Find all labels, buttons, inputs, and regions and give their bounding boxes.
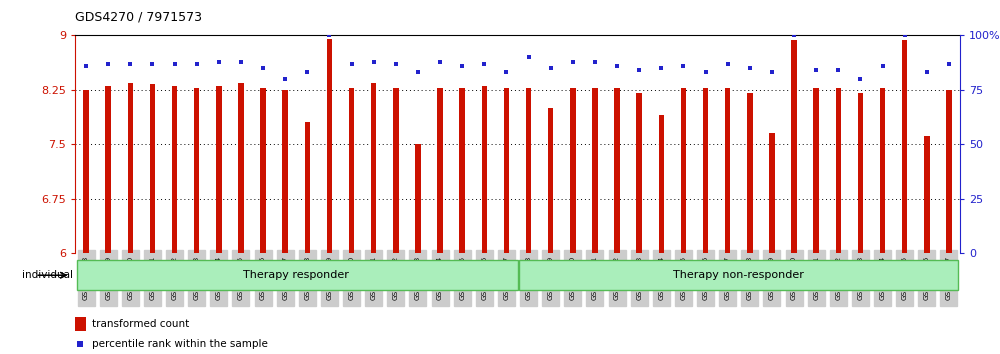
Bar	[415, 144, 421, 253]
Text: percentile rank within the sample: percentile rank within the sample	[92, 339, 268, 349]
Bar	[725, 88, 730, 253]
Bar	[172, 86, 177, 253]
Bar	[128, 82, 133, 253]
Text: transformed count: transformed count	[92, 319, 189, 329]
Bar	[548, 108, 553, 253]
Bar	[482, 86, 487, 253]
Bar	[504, 88, 509, 253]
Text: Therapy non-responder: Therapy non-responder	[673, 270, 804, 280]
Bar	[238, 82, 244, 253]
Bar	[75, 317, 86, 331]
Bar	[924, 136, 930, 253]
Bar	[150, 84, 155, 253]
Text: Therapy responder: Therapy responder	[243, 270, 349, 280]
Bar	[570, 88, 576, 253]
Bar	[614, 88, 620, 253]
Bar	[260, 88, 266, 253]
Bar	[519, 260, 958, 290]
Bar	[703, 88, 708, 253]
Bar	[659, 115, 664, 253]
Bar	[349, 88, 354, 253]
Bar	[880, 88, 885, 253]
Bar	[592, 88, 598, 253]
Bar	[747, 93, 753, 253]
Bar	[813, 88, 819, 253]
Bar	[526, 88, 531, 253]
Bar	[327, 39, 332, 253]
Bar	[437, 88, 443, 253]
Bar	[791, 40, 797, 253]
Bar	[282, 90, 288, 253]
Bar	[636, 93, 642, 253]
Bar	[105, 86, 111, 253]
Bar	[371, 82, 376, 253]
Bar	[77, 260, 518, 290]
Bar	[836, 88, 841, 253]
Bar	[305, 122, 310, 253]
Bar	[681, 88, 686, 253]
Text: GDS4270 / 7971573: GDS4270 / 7971573	[75, 11, 202, 24]
Bar	[902, 40, 907, 253]
Bar	[83, 90, 89, 253]
Bar	[946, 90, 952, 253]
Bar	[194, 88, 199, 253]
Bar	[769, 133, 775, 253]
Bar	[216, 86, 222, 253]
Bar	[459, 88, 465, 253]
Text: individual: individual	[22, 270, 73, 280]
Bar	[393, 88, 399, 253]
Bar	[858, 93, 863, 253]
